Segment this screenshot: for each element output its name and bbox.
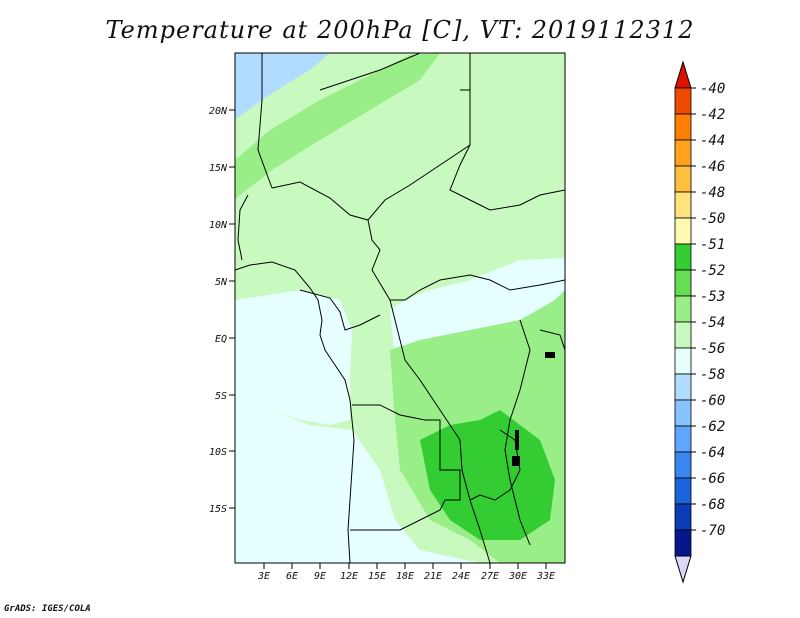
lat-label: 15S [209,504,227,515]
colorbar-swatch [674,451,692,479]
colorbar-label: -56 [700,341,725,357]
colorbar-label: -51 [700,237,725,253]
colorbar: -40 -42 -44 -46 -48 -50 -51 -52 -53 -54 -56 -58 -60 -… [674,60,725,584]
border-nw [319,53,421,91]
colorbar-label: -58 [700,367,725,383]
colorbar-swatch [674,269,692,297]
lon-label: 15E [368,571,386,582]
colorbar-swatch [674,165,692,193]
lake-mark [512,456,520,466]
lon-label: 33E [536,571,555,582]
colorbar-swatch [674,87,692,115]
lat-label: 10N [209,220,228,231]
colorbar-swatch [674,529,692,557]
colorbar-label: -46 [700,159,725,175]
colorbar-swatch [674,477,692,505]
dark-green-region [420,410,555,540]
colorbar-label: -42 [700,107,725,123]
credit-label: GrADS: IGES/COLA [4,604,91,614]
lon-label: 18E [396,571,414,582]
colorbar-label: -48 [700,185,725,201]
mid-green-streak [235,53,440,200]
colorbar-label: -62 [700,419,725,435]
small-features [512,352,555,466]
colorbar-swatch [674,373,692,401]
colorbar-bottom-arrow [674,555,692,584]
lon-label: 27E [481,571,499,582]
colorbar-swatch [674,139,692,167]
lat-label: 10S [209,447,227,458]
border-sudan [449,144,565,211]
lake-mark-3 [545,352,555,358]
colorbar-swatch [674,399,692,427]
map-title: Temperature at 200hPa [C], VT: 201911231… [105,16,695,44]
border-angola [350,404,461,531]
lon-label: 6E [286,571,298,582]
border-central [367,219,565,301]
colorbar-label: -50 [700,211,725,227]
temperature-field [235,53,565,563]
lon-label: 24E [452,571,470,582]
colorbar-swatch [674,295,692,323]
northern-green-band [235,53,470,220]
colorbar-swatch [674,321,692,349]
map-frame [234,52,566,564]
lake-mark-2 [515,430,519,450]
border-west [257,53,273,189]
lon-label: 3E [257,571,270,582]
lat-label: 5N [215,277,228,288]
colorbar-label: -64 [700,445,725,461]
border-sahel [271,53,471,221]
lat-label: EQ [215,334,227,345]
colorbar-label: -60 [700,393,725,409]
lon-label: 12E [340,571,358,582]
colorbar-label: -52 [700,263,725,279]
colorbar-swatch [674,113,692,141]
colorbar-swatch [674,347,692,375]
colorbar-swatch [674,503,692,531]
coastline [235,261,355,563]
lon-label: 9E [314,571,326,582]
colorbar-label: -40 [700,81,725,97]
colorbar-swatch [674,191,692,219]
longitude-axis: 3E 6E 9E 12E 15E 18E 21E 24E 27E 30E 33E [257,563,555,582]
colorbar-swatch [674,243,692,271]
latitude-axis: 20N 15N 10N 5N EQ 5S 10S 15S [209,106,235,515]
colorbar-label: -54 [700,315,725,331]
colorbar-label: -66 [700,471,725,487]
gulf-light-region [235,290,352,425]
colorbar-label: -68 [700,497,725,513]
colorbar-top-arrow [674,60,692,89]
colorbar-swatch [674,217,692,245]
cool-blue-region [235,53,330,120]
lon-label: 21E [424,571,442,582]
border-congo [389,299,491,563]
border-west-coast [237,194,249,261]
country-borders [235,53,565,563]
colorbar-swatch [674,425,692,453]
lat-label: 20N [209,106,228,117]
lat-label: 5S [215,391,227,402]
lon-label: 30E [508,571,527,582]
border-gabon [299,289,381,331]
border-lake-victoria [539,329,565,351]
colorbar-label: -53 [700,289,725,305]
lat-label: 15N [209,163,228,174]
colorbar-label: -44 [700,133,725,149]
border-ne [460,53,471,91]
colorbar-label: -70 [700,523,725,539]
